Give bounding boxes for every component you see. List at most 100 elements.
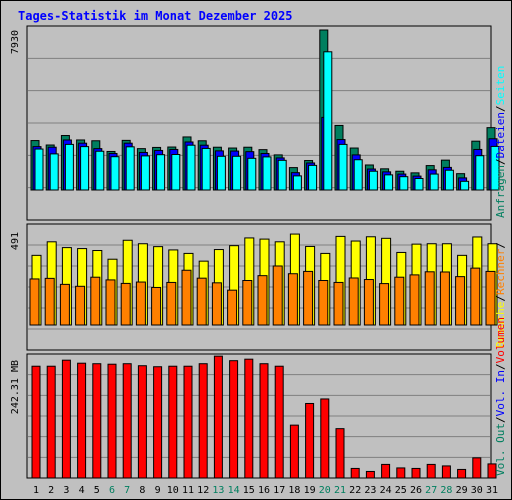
x-tick-label: 12 bbox=[197, 485, 209, 496]
panel-max-label: 491 bbox=[10, 232, 21, 250]
bar-seiten bbox=[171, 153, 181, 191]
right-series-label: Vol. Out/Vol. In/Volumen bbox=[494, 317, 507, 476]
bar-seiten bbox=[201, 147, 211, 191]
bar-rechner bbox=[242, 279, 253, 326]
bar-volumen bbox=[107, 363, 117, 479]
bar-volumen bbox=[289, 424, 299, 479]
x-tick-label: 31 bbox=[486, 485, 498, 496]
right-series-label-part: Vol. In bbox=[494, 370, 507, 416]
x-tick-label: 11 bbox=[182, 485, 194, 496]
bar-seiten bbox=[262, 156, 272, 191]
bar-seiten bbox=[95, 150, 105, 191]
x-tick-label: 4 bbox=[79, 485, 85, 496]
right-series-label-part: Vol. Out bbox=[494, 423, 507, 476]
bar-volumen bbox=[305, 402, 315, 479]
bar-volumen bbox=[381, 463, 391, 479]
bar-volumen bbox=[365, 470, 375, 479]
bar-rechner bbox=[287, 273, 298, 326]
bar-seiten bbox=[399, 176, 409, 191]
x-tick-label: 15 bbox=[243, 485, 255, 496]
chart-title: Tages-Statistik im Monat Dezember 2025 bbox=[18, 9, 293, 23]
bar-volumen bbox=[168, 365, 178, 479]
x-tick-label: 13 bbox=[212, 485, 224, 496]
bar-volumen bbox=[259, 363, 269, 479]
bar-rechner bbox=[59, 283, 70, 326]
x-tick-label: 28 bbox=[440, 485, 452, 496]
bar-seiten bbox=[186, 144, 196, 191]
right-series-label: Besuche/Rechner/ bbox=[494, 242, 507, 348]
bar-volumen bbox=[441, 465, 451, 479]
bar-rechner bbox=[211, 282, 222, 326]
bar-volumen bbox=[320, 398, 330, 479]
bar-rechner bbox=[44, 277, 55, 326]
bar-rechner bbox=[196, 277, 207, 326]
bar-volumen bbox=[46, 365, 56, 479]
x-tick-label: 14 bbox=[228, 485, 240, 496]
bar-volumen bbox=[229, 360, 239, 479]
bar-seiten bbox=[277, 159, 287, 191]
bar-seiten bbox=[64, 143, 74, 191]
bar-rechner bbox=[272, 265, 283, 326]
bar-rechner bbox=[120, 282, 131, 326]
x-tick-label: 20 bbox=[319, 485, 331, 496]
x-tick-label: 18 bbox=[288, 485, 300, 496]
bar-volumen bbox=[487, 463, 497, 479]
bar-seiten bbox=[247, 157, 257, 191]
right-series-label-part: Anfragen bbox=[494, 165, 507, 218]
bar-rechner bbox=[439, 271, 450, 326]
bar-rechner bbox=[135, 281, 146, 326]
bar-volumen bbox=[183, 365, 193, 479]
bar-volumen bbox=[92, 363, 102, 479]
bar-seiten bbox=[140, 155, 150, 191]
bar-seiten bbox=[368, 170, 378, 191]
bar-volumen bbox=[198, 363, 208, 479]
bar-seiten bbox=[125, 146, 135, 191]
bar-volumen bbox=[244, 358, 254, 479]
x-tick-label: 1 bbox=[33, 485, 39, 496]
x-tick-label: 8 bbox=[139, 485, 145, 496]
bar-seiten bbox=[49, 153, 59, 191]
bar-seiten bbox=[475, 155, 485, 191]
bar-rechner bbox=[90, 276, 101, 326]
right-series-label-part: / bbox=[494, 242, 507, 249]
bar-rechner bbox=[105, 279, 116, 326]
bar-seiten bbox=[216, 155, 226, 191]
right-series-label-part: Dateien bbox=[494, 112, 507, 158]
bar-seiten bbox=[232, 155, 242, 191]
bar-seiten bbox=[292, 175, 302, 191]
right-series-label-part: Volumen bbox=[494, 317, 507, 363]
x-tick-label: 27 bbox=[425, 485, 437, 496]
bar-volumen bbox=[137, 365, 147, 479]
right-series-label-part: Rechner bbox=[494, 248, 507, 295]
x-tick-label: 30 bbox=[471, 485, 483, 496]
x-tick-label: 10 bbox=[167, 485, 179, 496]
bar-seiten bbox=[444, 169, 454, 191]
right-series-label-part: / bbox=[494, 158, 507, 165]
bar-rechner bbox=[318, 279, 329, 326]
bar-rechner bbox=[166, 281, 177, 326]
bar-seiten bbox=[460, 180, 470, 191]
bar-volumen bbox=[153, 366, 163, 479]
right-series-label-part: / bbox=[494, 105, 507, 112]
bar-rechner bbox=[470, 267, 481, 326]
x-tick-label: 29 bbox=[456, 485, 468, 496]
x-tick-label: 23 bbox=[364, 485, 376, 496]
x-tick-label: 7 bbox=[124, 485, 130, 496]
panel-max-label: 242.31 MB bbox=[10, 360, 21, 414]
bar-volumen bbox=[350, 467, 360, 479]
bar-volumen bbox=[472, 457, 482, 479]
bar-rechner bbox=[409, 274, 420, 326]
x-tick-label: 6 bbox=[109, 485, 115, 496]
bar-seiten bbox=[80, 146, 90, 191]
bar-volumen bbox=[122, 363, 132, 479]
bar-rechner bbox=[333, 281, 344, 326]
bar-rechner bbox=[181, 269, 192, 326]
bar-rechner bbox=[75, 285, 86, 326]
right-series-label-part: / bbox=[494, 416, 507, 423]
bar-volumen bbox=[396, 467, 406, 479]
x-tick-label: 17 bbox=[273, 485, 285, 496]
x-tick-label: 25 bbox=[395, 485, 407, 496]
x-tick-label: 5 bbox=[94, 485, 100, 496]
bar-seiten bbox=[323, 51, 333, 191]
